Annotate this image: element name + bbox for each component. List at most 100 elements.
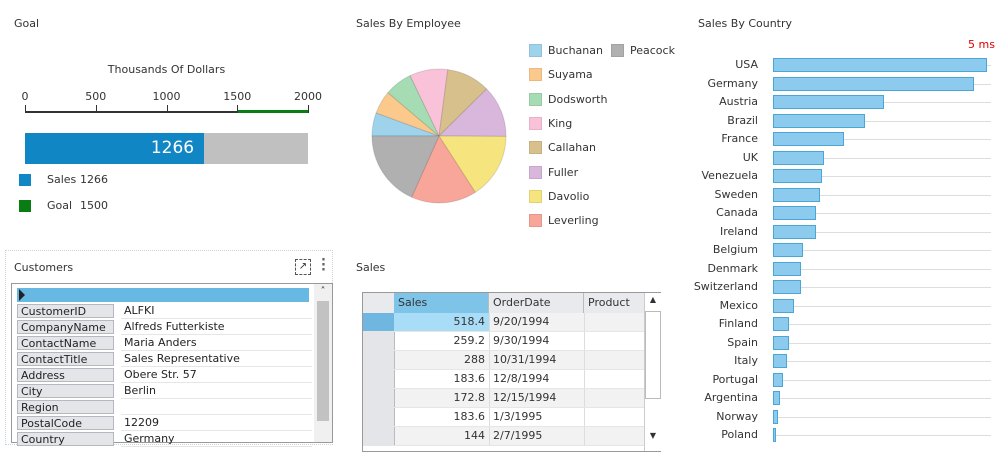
legend-swatch xyxy=(529,214,542,228)
cell-product[interactable] xyxy=(584,370,645,388)
country-bar-brazil[interactable] xyxy=(773,113,866,128)
property-value[interactable]: 12209 xyxy=(121,416,312,431)
pie-slice-fuller[interactable] xyxy=(437,88,507,137)
cell-orderdate[interactable]: 12/8/1994 xyxy=(489,370,588,388)
country-bar-austria[interactable] xyxy=(773,95,885,109)
country-bar-norway[interactable] xyxy=(773,409,778,424)
cell-orderdate[interactable]: 2/7/1995 xyxy=(489,427,588,445)
cell-orderdate[interactable]: 9/20/1994 xyxy=(489,313,588,331)
property-value[interactable]: Obere Str. 57 xyxy=(121,368,312,383)
country-bar-sweden[interactable] xyxy=(773,187,821,202)
cell-sales[interactable]: 259.2 xyxy=(453,334,486,347)
sales-bar: 1266 xyxy=(25,133,205,164)
pie-slice-callahan[interactable] xyxy=(438,69,488,138)
row-header[interactable] xyxy=(363,332,395,350)
property-row: Region xyxy=(17,400,312,415)
cell-product[interactable] xyxy=(584,389,645,407)
cell-product[interactable] xyxy=(584,351,645,369)
country-bar-uk[interactable] xyxy=(773,150,825,165)
country-bar-canada[interactable] xyxy=(773,206,816,220)
axis-tick xyxy=(95,105,97,113)
row-header[interactable] xyxy=(363,351,395,369)
cell-product[interactable] xyxy=(584,408,645,426)
pie-slice-buchanan[interactable] xyxy=(371,112,440,137)
scroll-up-icon[interactable]: ˄ xyxy=(320,286,326,297)
record-selector-row[interactable] xyxy=(17,288,309,302)
country-bar-ireland[interactable] xyxy=(773,224,816,239)
table-row[interactable]: 183.6 12/8/1994 xyxy=(363,370,644,389)
country-bar-row: Switzerland xyxy=(694,278,994,296)
table-row[interactable]: 144 2/7/1995 xyxy=(363,427,644,446)
country-bar-italy[interactable] xyxy=(773,354,787,368)
row-header[interactable] xyxy=(363,389,395,407)
sales-scrollbar[interactable]: ▲ ▼ xyxy=(644,293,661,451)
table-row[interactable]: 259.2 9/30/1994 xyxy=(363,332,644,351)
cell-orderdate[interactable]: 12/15/1994 xyxy=(489,389,588,407)
cell-sales[interactable]: 288 xyxy=(464,353,485,366)
country-bar-switzerland[interactable] xyxy=(773,280,801,294)
country-bar-finland[interactable] xyxy=(773,317,790,331)
row-header[interactable] xyxy=(363,313,395,331)
cell-sales[interactable]: 183.6 xyxy=(453,410,486,423)
country-bar-argentina[interactable] xyxy=(773,391,781,405)
pie-slice-peacock[interactable] xyxy=(371,135,440,198)
row-header[interactable] xyxy=(363,408,395,426)
country-bar-france[interactable] xyxy=(773,132,844,146)
column-header-sales[interactable]: Sales xyxy=(394,293,489,313)
country-label: Belgium xyxy=(712,243,758,256)
scrollbar-thumb[interactable] xyxy=(645,311,661,399)
vertical-scrollbar[interactable]: ˄ xyxy=(314,284,332,442)
property-value[interactable]: Alfreds Futterkiste xyxy=(121,320,312,335)
country-bar-spain[interactable] xyxy=(773,335,790,350)
country-label: Ireland xyxy=(719,224,758,238)
employee-title: Sales By Employee xyxy=(356,17,461,30)
cell-product[interactable] xyxy=(584,313,645,331)
cell-product[interactable] xyxy=(584,332,645,350)
property-value[interactable] xyxy=(121,400,312,415)
pie-slice-king[interactable] xyxy=(409,68,449,138)
cell-sales[interactable]: 518.4 xyxy=(394,313,489,331)
table-row[interactable]: 172.8 12/15/1994 xyxy=(363,389,644,408)
cell-sales[interactable]: 172.8 xyxy=(453,391,486,404)
gridline xyxy=(773,176,991,177)
table-row[interactable]: 183.6 1/3/1995 xyxy=(363,408,644,427)
property-value[interactable]: Berlin xyxy=(121,384,312,399)
cell-orderdate[interactable]: 10/31/1994 xyxy=(489,351,588,369)
country-bar-denmark[interactable] xyxy=(773,261,801,276)
column-header-orderdate[interactable]: OrderDate xyxy=(489,293,584,313)
gridline xyxy=(773,139,991,140)
scroll-down-icon[interactable]: ▼ xyxy=(649,431,657,440)
property-value[interactable]: Sales Representative xyxy=(121,352,312,367)
pie-slice-dodsworth[interactable] xyxy=(387,74,440,137)
legend-label: King xyxy=(548,116,573,130)
cell-sales[interactable]: 144 xyxy=(464,429,485,442)
pie-slice-davolio[interactable] xyxy=(438,135,507,194)
cell-product[interactable] xyxy=(584,427,645,445)
country-bar-mexico[interactable] xyxy=(773,298,795,313)
country-bar-portugal[interactable] xyxy=(773,372,784,387)
row-header[interactable] xyxy=(363,370,395,388)
property-row: CompanyName Alfreds Futterkiste xyxy=(17,320,312,335)
country-label: UK xyxy=(742,150,758,164)
column-header-product[interactable]: Product xyxy=(588,296,630,309)
country-bar-usa[interactable] xyxy=(773,58,987,72)
cell-orderdate[interactable]: 9/30/1994 xyxy=(489,332,588,350)
expand-icon[interactable]: ↗ xyxy=(295,259,311,275)
country-bar-germany[interactable] xyxy=(773,76,975,91)
table-row[interactable]: 518.4 9/20/1994 xyxy=(363,313,644,332)
country-bar-belgium[interactable] xyxy=(773,243,803,257)
table-row[interactable]: 288 10/31/1994 xyxy=(363,351,644,370)
row-header[interactable] xyxy=(363,427,395,445)
pie-slice-leverling[interactable] xyxy=(410,134,476,204)
customers-panel: Customers ↗ · · · CustomerID ALFKI CompanyNa… xyxy=(5,250,333,447)
scroll-up-icon[interactable]: ▲ xyxy=(649,295,657,304)
cell-orderdate[interactable]: 1/3/1995 xyxy=(489,408,588,426)
property-value[interactable]: ALFKI xyxy=(121,304,312,319)
cell-sales[interactable]: 183.6 xyxy=(453,372,486,385)
scrollbar-thumb[interactable] xyxy=(317,301,329,421)
property-value[interactable]: Maria Anders xyxy=(121,336,312,351)
country-bar-venezuela[interactable] xyxy=(773,169,823,183)
legend-label: Leverling xyxy=(548,214,599,228)
more-menu-icon[interactable]: · · · xyxy=(321,253,326,278)
pie-slice-suyama[interactable] xyxy=(375,91,440,137)
